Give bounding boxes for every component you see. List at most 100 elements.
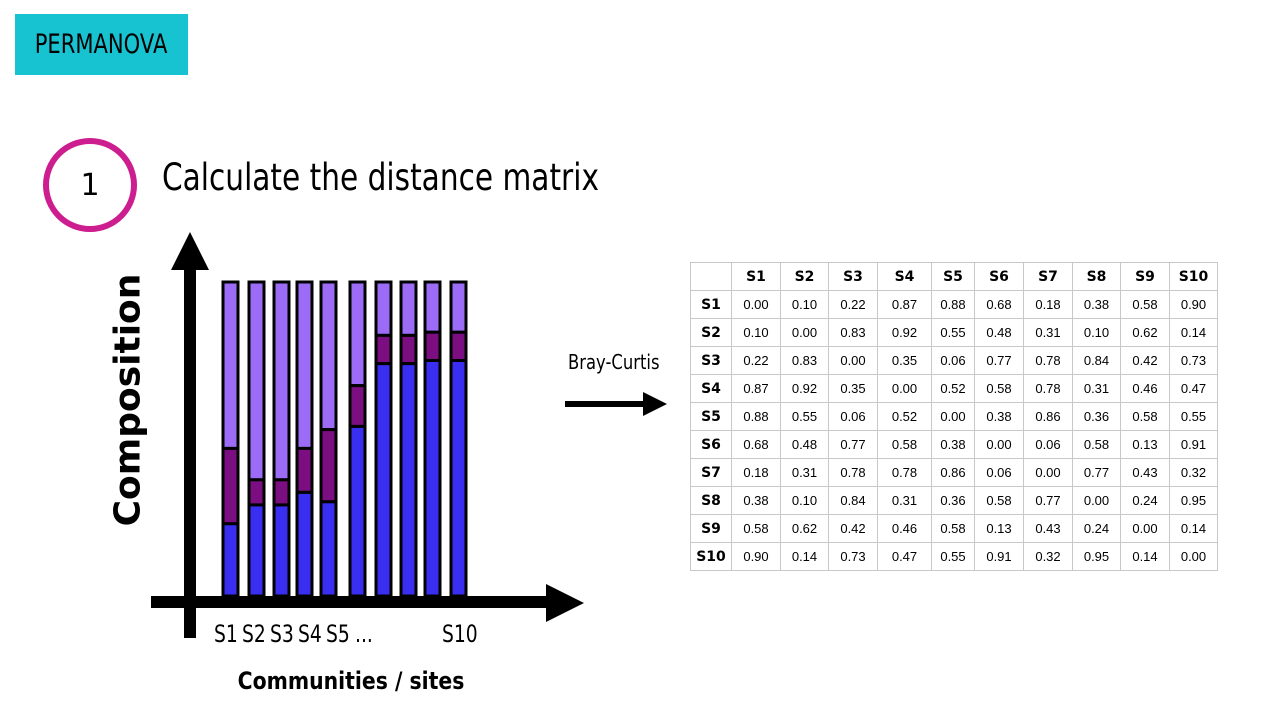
stacked-bar — [221, 280, 240, 598]
matrix-cell: 0.00 — [731, 290, 781, 319]
stacked-bar — [247, 280, 266, 598]
bar-segment-middle — [272, 478, 291, 507]
matrix-cell: 0.14 — [1120, 542, 1170, 571]
tick-label-s5: S5 — [326, 620, 350, 648]
matrix-cell: 0.83 — [780, 346, 829, 375]
matrix-row: S1 0.00 0.10 0.22 0.87 0.88 0.68 0.18 0.38 0.58 0.… — [690, 290, 1218, 319]
stacked-bar — [295, 280, 314, 598]
x-axis-label: Communities / sites — [237, 667, 465, 695]
badge-text: PERMANOVA — [35, 29, 168, 60]
matrix-column-header: S10 — [1169, 262, 1218, 291]
bray-curtis-label: Bray-Curtis — [568, 350, 660, 374]
bar-segment-middle — [295, 446, 314, 494]
matrix-cell: 0.84 — [828, 486, 878, 515]
matrix-corner-cell — [690, 262, 732, 291]
matrix-row-header: S2 — [690, 318, 732, 347]
matrix-cell: 0.31 — [1072, 374, 1121, 403]
stacked-bar — [348, 280, 367, 598]
bar-segment-bottom — [399, 362, 418, 598]
matrix-cell: 0.36 — [1072, 402, 1121, 431]
matrix-row-header: S9 — [690, 514, 732, 543]
matrix-cell: 0.58 — [877, 430, 932, 459]
matrix-cell: 0.10 — [780, 290, 829, 319]
bar-segment-bottom — [221, 522, 240, 598]
bar-segment-bottom — [374, 362, 393, 598]
matrix-row: S4 0.87 0.92 0.35 0.00 0.52 0.58 0.78 0.31 0.46 0.… — [690, 374, 1218, 403]
step-number: 1 — [80, 167, 100, 203]
matrix-cell: 0.00 — [877, 374, 932, 403]
matrix-body: S1 0.00 0.10 0.22 0.87 0.88 0.68 0.18 0.38 0.58 0.… — [690, 290, 1218, 571]
matrix-cell: 0.92 — [780, 374, 829, 403]
bar-segment-bottom — [423, 359, 442, 598]
bar-segment-top — [247, 280, 266, 482]
matrix-cell: 0.31 — [780, 458, 829, 487]
matrix-cell: 0.87 — [731, 374, 781, 403]
matrix-cell: 0.00 — [931, 402, 975, 431]
bray-curtis-arrow — [565, 392, 667, 416]
matrix-row-header: S3 — [690, 346, 732, 375]
matrix-cell: 0.46 — [877, 514, 932, 543]
matrix-column-header: S4 — [877, 262, 932, 291]
matrix-cell: 0.68 — [731, 430, 781, 459]
matrix-cell: 0.68 — [974, 290, 1024, 319]
matrix-cell: 0.18 — [731, 458, 781, 487]
bar-segment-top — [399, 280, 418, 337]
matrix-cell: 0.77 — [1023, 486, 1073, 515]
matrix-cell: 0.00 — [1169, 542, 1218, 571]
bar-segment-middle — [374, 333, 393, 366]
matrix-cell: 0.06 — [1023, 430, 1073, 459]
matrix-cell: 0.52 — [931, 374, 975, 403]
matrix-cell: 0.58 — [931, 514, 975, 543]
matrix-cell: 0.90 — [1169, 290, 1218, 319]
bar-segment-bottom — [295, 490, 314, 598]
bar-segment-bottom — [319, 500, 338, 598]
matrix-row-header: S1 — [690, 290, 732, 319]
bar-segment-bottom — [247, 503, 266, 598]
matrix-cell: 0.78 — [828, 458, 878, 487]
matrix-column-header: S8 — [1072, 262, 1121, 291]
matrix-cell: 0.90 — [731, 542, 781, 571]
matrix-cell: 0.58 — [974, 374, 1024, 403]
matrix-column-header: S6 — [974, 262, 1024, 291]
matrix-cell: 0.42 — [828, 514, 878, 543]
matrix-cell: 0.84 — [1072, 346, 1121, 375]
distance-matrix-table: S1 S2 S3 S4 S5 S6 S7 S8 S9 S10 S1 0.00 0.10 0.22 0.87… — [690, 262, 1218, 571]
matrix-cell: 0.32 — [1023, 542, 1073, 571]
matrix-column-header: S7 — [1023, 262, 1073, 291]
matrix-cell: 0.77 — [974, 346, 1024, 375]
matrix-cell: 0.58 — [731, 514, 781, 543]
matrix-cell: 0.58 — [1120, 402, 1170, 431]
bar-segment-bottom — [348, 424, 367, 598]
matrix-cell: 0.52 — [877, 402, 932, 431]
bar-segment-top — [272, 280, 291, 482]
bar-segment-middle — [221, 446, 240, 526]
matrix-cell: 0.46 — [1120, 374, 1170, 403]
matrix-cell: 0.06 — [931, 346, 975, 375]
matrix-cell: 0.00 — [1120, 514, 1170, 543]
matrix-cell: 0.77 — [828, 430, 878, 459]
matrix-cell: 0.10 — [780, 486, 829, 515]
matrix-row-header: S7 — [690, 458, 732, 487]
matrix-cell: 0.14 — [780, 542, 829, 571]
matrix-cell: 0.58 — [974, 486, 1024, 515]
stacked-bar — [423, 280, 442, 598]
matrix-row-header: S10 — [690, 542, 732, 571]
matrix-cell: 0.38 — [974, 402, 1024, 431]
matrix-cell: 0.48 — [974, 318, 1024, 347]
matrix-cell: 0.13 — [974, 514, 1024, 543]
step-number-circle: 1 — [43, 138, 137, 232]
matrix-cell: 0.78 — [1023, 374, 1073, 403]
matrix-row: S8 0.38 0.10 0.84 0.31 0.36 0.58 0.77 0.00 0.24 0.… — [690, 486, 1218, 515]
matrix-row-header: S8 — [690, 486, 732, 515]
matrix-cell: 0.35 — [877, 346, 932, 375]
matrix-cell: 0.77 — [1072, 458, 1121, 487]
matrix-cell: 0.73 — [1169, 346, 1218, 375]
matrix-cell: 0.06 — [828, 402, 878, 431]
tick-label-s3: S3 — [270, 620, 294, 648]
matrix-cell: 0.31 — [877, 486, 932, 515]
matrix-cell: 0.43 — [1120, 458, 1170, 487]
matrix-cell: 0.38 — [931, 430, 975, 459]
matrix-cell: 0.62 — [780, 514, 829, 543]
matrix-cell: 0.58 — [1120, 290, 1170, 319]
